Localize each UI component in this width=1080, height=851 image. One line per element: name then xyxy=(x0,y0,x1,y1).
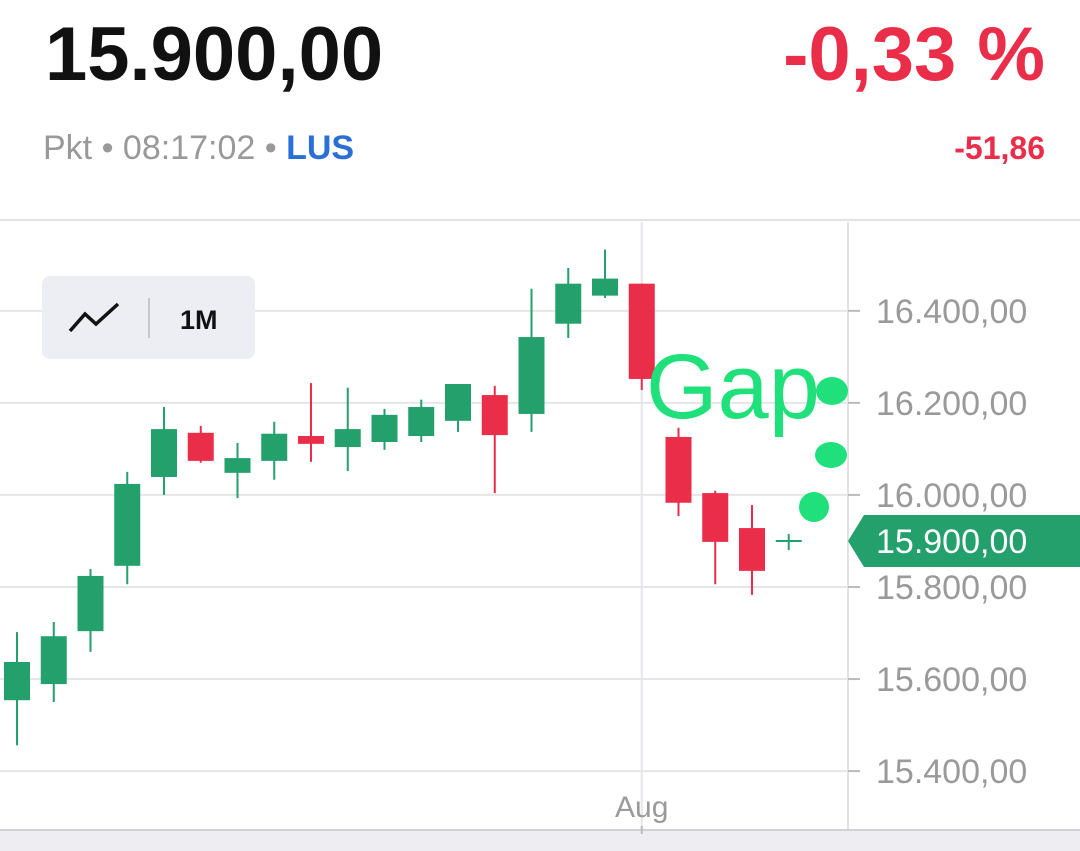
y-tick-label: 16.000,00 xyxy=(876,477,1027,515)
candle-body xyxy=(445,384,471,421)
last-price-label: 15.900,00 xyxy=(876,523,1027,561)
y-tick-label: 15.600,00 xyxy=(876,661,1027,699)
candle-body xyxy=(592,278,618,296)
candle-body xyxy=(224,458,251,473)
candle-body xyxy=(628,283,655,379)
candle-body xyxy=(187,432,214,461)
chart-toolbar: 1M xyxy=(42,276,255,359)
bottom-bar xyxy=(0,830,1080,851)
exchange[interactable]: LUS xyxy=(286,129,354,167)
candle-body xyxy=(371,414,398,443)
candle-body xyxy=(298,436,324,444)
candle-body xyxy=(555,283,582,324)
candle-body xyxy=(4,662,30,701)
x-tick-label: Aug xyxy=(615,791,668,824)
annotation: Gap xyxy=(646,336,820,438)
y-tick-label: 16.200,00 xyxy=(876,385,1027,423)
candle-body xyxy=(518,337,545,414)
y-tick-label: 16.400,00 xyxy=(876,293,1027,331)
plot: 15.400,00 15.600,00 15.800,00 16.000,00 16.2… xyxy=(0,222,1027,834)
candle-body xyxy=(40,636,67,685)
change-percent: -0,33 % xyxy=(783,12,1045,97)
last-price-tag xyxy=(848,514,1080,567)
y-tick-label: 15.800,00 xyxy=(876,569,1027,607)
y-tick-label: 15.400,00 xyxy=(876,753,1027,791)
candle-body xyxy=(77,575,104,632)
candle-body xyxy=(739,528,765,571)
change-points: -51,86 xyxy=(954,130,1045,166)
unit: Pkt xyxy=(43,129,93,167)
line-chart-button[interactable] xyxy=(68,302,120,333)
dot xyxy=(815,442,847,468)
candle-body xyxy=(261,433,288,461)
candle-body xyxy=(334,429,361,448)
price: 15.900,00 xyxy=(45,12,383,97)
candle-body xyxy=(114,483,141,566)
quote-info: Pkt • 08:17:02 • LUS xyxy=(43,129,354,167)
range-button[interactable]: 1M xyxy=(180,305,218,335)
candle-body xyxy=(702,493,729,542)
candle-body xyxy=(408,407,435,437)
candle-body xyxy=(151,429,177,477)
candle-body xyxy=(481,395,508,436)
hand-drawn-dots xyxy=(799,377,848,522)
dot xyxy=(799,492,829,522)
candle-body xyxy=(665,436,692,503)
dot xyxy=(816,377,848,405)
time: 08:17:02 xyxy=(123,129,255,167)
